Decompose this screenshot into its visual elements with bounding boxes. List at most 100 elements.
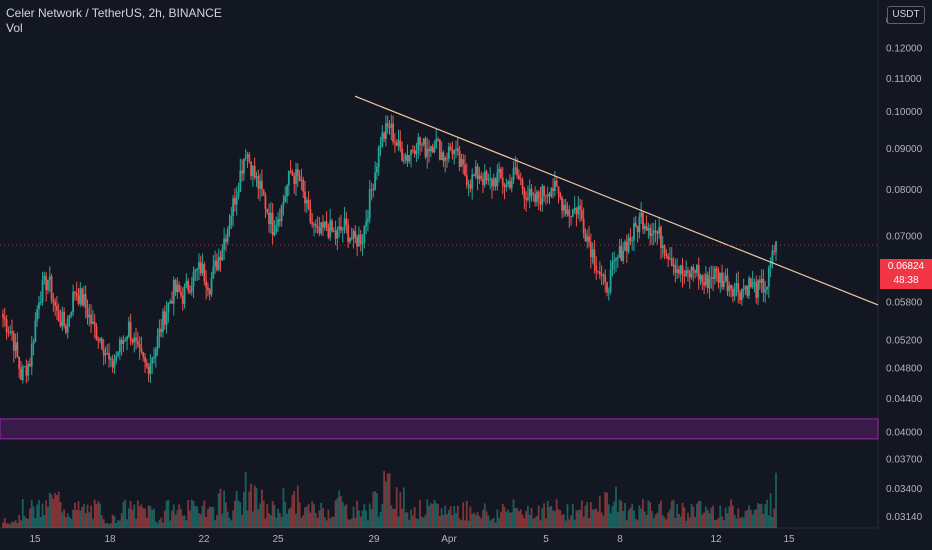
- volume-bar: [352, 506, 355, 528]
- candle: [149, 353, 152, 384]
- volume-bar: [652, 518, 655, 528]
- volume-bar: [246, 510, 249, 528]
- volume-bar: [271, 500, 274, 528]
- volume-bar: [606, 492, 608, 528]
- volume-bar: [268, 513, 270, 528]
- candle: [631, 236, 634, 251]
- volume-bar: [678, 513, 680, 528]
- volume-bar: [744, 511, 747, 528]
- volume-bar: [730, 499, 732, 528]
- candle: [613, 251, 616, 274]
- volume-bar: [251, 511, 254, 528]
- candle: [464, 154, 466, 177]
- volume-bar: [41, 503, 44, 528]
- candle: [3, 307, 6, 327]
- volume-bar: [476, 511, 479, 528]
- volume-bar: [75, 509, 78, 528]
- candle: [388, 120, 391, 135]
- x-tick-label: 5: [543, 534, 549, 545]
- volume-bar: [433, 499, 436, 528]
- candle: [172, 276, 175, 316]
- bar-countdown: 48:38: [893, 275, 919, 286]
- candle: [550, 187, 553, 199]
- volume-bar: [663, 517, 666, 528]
- candle: [275, 216, 278, 235]
- candle: [568, 205, 571, 228]
- candle: [280, 204, 283, 227]
- volume-bar: [29, 508, 31, 528]
- candle: [586, 229, 589, 249]
- candle: [251, 165, 254, 187]
- volume-bar: [424, 514, 427, 528]
- volume-bar: [496, 509, 499, 528]
- x-tick-label: Apr: [441, 534, 457, 545]
- volume-bar: [153, 508, 155, 528]
- volume-bar: [523, 518, 526, 528]
- candle: [230, 206, 233, 229]
- candle: [706, 271, 709, 294]
- candle: [701, 274, 704, 291]
- y-tick-label: 0.09000: [886, 144, 923, 155]
- candle: [390, 114, 393, 141]
- volume-bar: [113, 516, 116, 528]
- volume-bar: [74, 502, 76, 528]
- volume-bar: [216, 515, 218, 528]
- candle: [171, 291, 173, 304]
- candle: [651, 222, 653, 245]
- candle: [268, 203, 270, 233]
- volume-bar: [571, 504, 574, 528]
- volume-bar: [690, 503, 693, 528]
- volume-bar: [588, 518, 590, 528]
- volume-bar: [145, 517, 148, 528]
- volume-bar: [667, 512, 670, 528]
- volume-bar: [561, 514, 563, 528]
- volume-bar: [687, 512, 689, 528]
- candle: [660, 225, 662, 260]
- volume-bar: [613, 501, 616, 528]
- volume-bar: [404, 512, 407, 528]
- candle: [259, 173, 261, 202]
- volume-bar: [557, 509, 560, 528]
- currency-badge[interactable]: USDT: [887, 6, 925, 24]
- candle: [557, 186, 560, 204]
- candle: [271, 203, 274, 245]
- volume-bar: [365, 510, 368, 528]
- candle: [70, 311, 73, 318]
- volume-bar: [345, 504, 348, 528]
- volume-bar: [638, 505, 641, 528]
- candle: [39, 291, 42, 306]
- volume-bar: [758, 504, 761, 528]
- candle: [532, 191, 535, 202]
- volume-bar: [500, 511, 502, 528]
- volume-bar: [465, 500, 468, 528]
- candle: [59, 309, 62, 328]
- candle: [221, 244, 224, 262]
- volume-bar: [647, 500, 650, 528]
- candle: [117, 350, 119, 358]
- volume-bar: [183, 515, 186, 528]
- candle: [183, 283, 186, 309]
- candle: [633, 217, 635, 252]
- volume-bar: [697, 501, 700, 528]
- volume-bar: [368, 503, 371, 528]
- volume-bar: [331, 516, 333, 528]
- volume-bar: [264, 518, 267, 528]
- volume-bar: [559, 510, 562, 528]
- candle: [491, 177, 493, 199]
- candle: [79, 281, 82, 307]
- candle: [455, 140, 457, 159]
- volume-bar: [437, 503, 439, 528]
- candle: [185, 273, 188, 289]
- volume-bar: [235, 491, 238, 528]
- y-tick-label: 0.12000: [886, 43, 923, 54]
- volume-bar: [548, 506, 551, 528]
- volume-bar: [518, 511, 520, 528]
- volume-bar: [284, 502, 287, 528]
- volume-bar: [534, 517, 537, 528]
- candle: [474, 160, 477, 179]
- volume-bar: [289, 507, 292, 528]
- volume-bar: [507, 509, 510, 528]
- candle: [65, 323, 67, 335]
- volume-bar: [205, 516, 208, 528]
